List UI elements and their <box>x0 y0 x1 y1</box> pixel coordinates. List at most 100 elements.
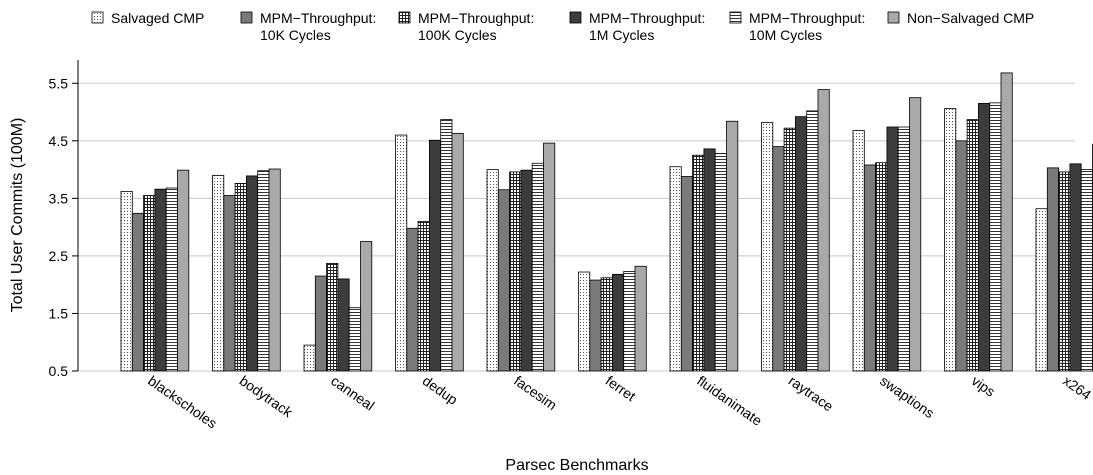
bar-vips-series-6 <box>1000 72 1013 372</box>
bar-ferret-series-6 <box>634 265 647 372</box>
bar-facesim-series-4 <box>520 169 533 372</box>
bar-raytrace-series-4 <box>795 116 808 372</box>
legend-label: 10M Cycles <box>749 27 822 43</box>
bar-bodytrack-series-4 <box>245 175 259 372</box>
bar-fluidanimate-series-6 <box>726 120 739 372</box>
bar-fluidanimate-series-2 <box>680 176 693 372</box>
bar-blackscholes-series-2 <box>131 212 145 372</box>
bar-ferret-series-1 <box>578 271 591 372</box>
bar-bodytrack-series-5 <box>257 170 270 372</box>
bar-canneal-series-3 <box>326 262 339 372</box>
bar-blackscholes-series-4 <box>154 188 167 372</box>
legend-label: 100K Cycles <box>418 27 497 43</box>
bar-vips-series-1 <box>944 108 957 372</box>
x-tick-label: raytrace <box>786 372 837 414</box>
bar-canneal-series-5 <box>348 307 361 372</box>
x-tick-label: canneal <box>328 372 377 413</box>
y-tick-label: 4.5 <box>49 133 69 149</box>
x-tick-label: ferret <box>603 372 639 404</box>
bar-facesim-series-6 <box>543 142 556 372</box>
bar-dedup-series-4 <box>428 139 442 372</box>
x-tick-label: vips <box>969 372 999 399</box>
legend-label: MPM−Throughput: <box>589 10 705 26</box>
x-tick-label: swaptions <box>877 372 937 421</box>
bar-x264-series-3 <box>1058 171 1071 372</box>
bar-swaptions-series-2 <box>863 164 876 372</box>
bar-raytrace-series-1 <box>761 122 774 372</box>
bar-vips-series-5 <box>989 102 1002 372</box>
bar-dedup-series-3 <box>417 220 430 372</box>
bar-x264-series-4 <box>1069 163 1082 372</box>
bar-ferret-series-5 <box>623 271 636 372</box>
legend-swatch <box>887 11 900 24</box>
bar-raytrace-series-6 <box>817 89 830 372</box>
legend-label: Non−Salvaged CMP <box>907 10 1034 26</box>
bar-swaptions-series-3 <box>875 162 888 372</box>
bar-ferret-series-2 <box>589 279 602 372</box>
legend-swatch <box>569 11 582 24</box>
bar-swaptions-series-5 <box>897 126 910 372</box>
bar-blackscholes-series-3 <box>143 195 156 372</box>
bar-bodytrack-series-2 <box>223 195 236 372</box>
bar-fluidanimate-series-1 <box>669 166 682 372</box>
bar-x264-series-2 <box>1046 167 1060 372</box>
bar-fluidanimate-series-3 <box>692 154 705 372</box>
legend-swatch <box>729 11 742 24</box>
bar-ferret-series-3 <box>600 277 613 372</box>
bar-fluidanimate-series-4 <box>703 148 716 372</box>
bar-swaptions-series-6 <box>909 97 922 372</box>
bar-fluidanimate-series-5 <box>714 153 727 372</box>
legend-label: 1M Cycles <box>589 27 654 43</box>
bar-bodytrack-series-1 <box>212 174 225 372</box>
bar-bodytrack-series-6 <box>268 168 281 372</box>
legend: Salvaged CMP MPM−Throughput:10K CyclesMPM… <box>91 10 1034 43</box>
bar-swaptions-series-1 <box>852 130 865 372</box>
legend-swatch <box>240 11 253 24</box>
bar-blackscholes-series-5 <box>165 187 178 372</box>
bar-facesim-series-5 <box>531 162 544 372</box>
bar-x264-series-1 <box>1035 208 1048 372</box>
bars <box>120 72 1093 372</box>
bar-raytrace-series-3 <box>783 127 796 372</box>
y-tick-label: 3.5 <box>49 190 69 206</box>
y-tick-label: 0.5 <box>49 363 69 379</box>
bar-dedup-series-1 <box>395 134 408 372</box>
x-tick-label: x264 <box>1060 372 1093 403</box>
bar-canneal-series-4 <box>337 278 350 372</box>
bar-ferret-series-4 <box>612 273 625 372</box>
legend-swatch <box>91 11 104 24</box>
bar-blackscholes-series-6 <box>177 169 190 372</box>
y-axis-label: Total User Commits (100M) <box>9 118 26 313</box>
legend-swatch <box>398 11 411 24</box>
x-tick-label: fluidanimate <box>694 372 765 429</box>
bar-dedup-series-6 <box>451 132 464 372</box>
bar-canneal-series-1 <box>303 344 316 372</box>
legend-label: 10K Cycles <box>260 27 331 43</box>
bar-dedup-series-2 <box>406 227 419 372</box>
legend-label: MPM−Throughput: <box>260 10 376 26</box>
y-tick-label: 5.5 <box>49 75 69 91</box>
bar-dedup-series-5 <box>440 119 453 372</box>
bar-x264-series-5 <box>1080 169 1093 372</box>
legend-label: MPM−Throughput: <box>749 10 865 26</box>
bar-blackscholes-series-1 <box>120 191 133 372</box>
bar-vips-series-3 <box>966 119 979 372</box>
bar-swaptions-series-4 <box>886 126 899 372</box>
x-tick-label: blackscholes <box>145 372 220 431</box>
y-tick-label: 1.5 <box>49 305 69 321</box>
x-axis-ticks: blackscholes bodytrack canneal dedup facesim… <box>145 372 1093 431</box>
bar-raytrace-series-2 <box>772 146 785 372</box>
y-tick-label: 2.5 <box>49 248 69 264</box>
bar-facesim-series-1 <box>486 169 499 372</box>
legend-label: MPM−Throughput: <box>418 10 534 26</box>
bar-facesim-series-2 <box>497 189 510 372</box>
bar-canneal-series-6 <box>360 241 373 372</box>
bar-vips-series-4 <box>978 103 991 372</box>
x-tick-label: dedup <box>420 372 461 408</box>
y-axis-ticks: 0.5 1.5 2.5 3.5 4.5 5.5 <box>49 75 78 379</box>
x-axis-label: Parsec Benchmarks <box>505 457 648 474</box>
x-tick-label: facesim <box>511 372 560 413</box>
bar-facesim-series-3 <box>509 171 522 372</box>
bar-canneal-series-2 <box>314 275 327 372</box>
